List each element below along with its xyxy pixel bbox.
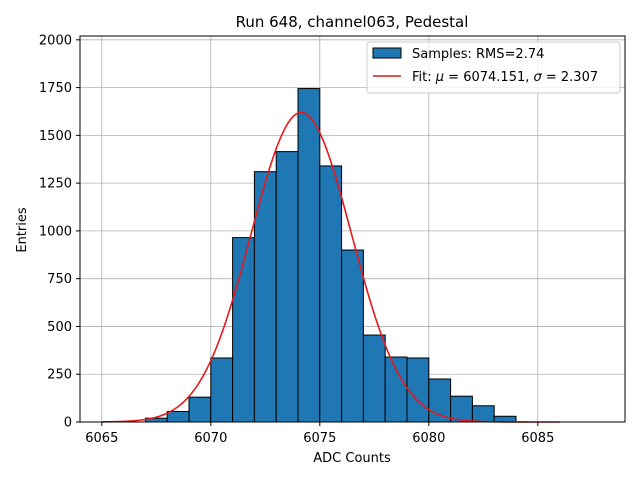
legend: Samples: RMS=2.74 Fit: μ = 6074.151, σ =… xyxy=(366,41,621,94)
y-axis-label: Entries xyxy=(15,207,30,253)
plot-frame xyxy=(79,35,626,423)
histogram-bar xyxy=(471,405,495,423)
y-tick-label: 1750 xyxy=(39,81,72,96)
histogram-bar xyxy=(341,249,364,423)
histogram-bar xyxy=(166,410,190,423)
x-tick-label: 6075 xyxy=(303,431,336,446)
histogram-bar xyxy=(210,357,234,423)
histogram-bar xyxy=(362,334,386,423)
histogram-bar xyxy=(297,88,321,423)
histogram-bar xyxy=(275,151,299,423)
chart-title: Run 648, channel063, Pedestal xyxy=(236,13,469,31)
x-axis-label: ADC Counts xyxy=(313,451,391,466)
y-tick-label: 0 xyxy=(64,416,72,431)
legend-fit-prefix: Fit: xyxy=(412,70,436,85)
histogram-bars xyxy=(144,88,517,423)
histogram-bar xyxy=(406,357,430,423)
legend-fit-label: Fit: μ = 6074.151, σ = 2.307 xyxy=(412,70,598,85)
y-tick-label: 1000 xyxy=(39,224,72,239)
x-tick-label: 6065 xyxy=(85,431,118,446)
histogram-bar xyxy=(232,237,255,423)
legend-box xyxy=(366,41,621,94)
histogram-bar xyxy=(384,356,408,423)
y-tick-label: 2000 xyxy=(39,33,72,48)
histogram-bar xyxy=(319,165,343,423)
legend-hist-swatch xyxy=(372,47,402,59)
x-tick-label: 6085 xyxy=(521,431,554,446)
legend-fit-sigma-symbol: σ xyxy=(534,70,543,85)
y-tick-label: 750 xyxy=(47,272,72,287)
y-axis-ticks: 0 250 500 750 1000 1250 1500 1750 2000 xyxy=(39,33,80,431)
y-tick-label: 1250 xyxy=(39,177,72,192)
y-tick-label: 1500 xyxy=(39,129,72,144)
histogram-bar xyxy=(188,396,212,423)
legend-fit-mu-symbol: μ xyxy=(435,70,444,85)
x-tick-label: 6080 xyxy=(412,431,445,446)
legend-hist-label: Samples: RMS=2.74 xyxy=(412,47,544,62)
y-tick-label: 250 xyxy=(47,368,72,383)
x-axis-ticks: 6065 6070 6075 6080 6085 xyxy=(85,422,554,446)
legend-fit-mu-value: = 6074.151, xyxy=(444,70,533,85)
x-tick-label: 6070 xyxy=(194,431,227,446)
legend-fit-sigma-value: = 2.307 xyxy=(542,70,598,85)
y-tick-label: 500 xyxy=(47,320,72,335)
